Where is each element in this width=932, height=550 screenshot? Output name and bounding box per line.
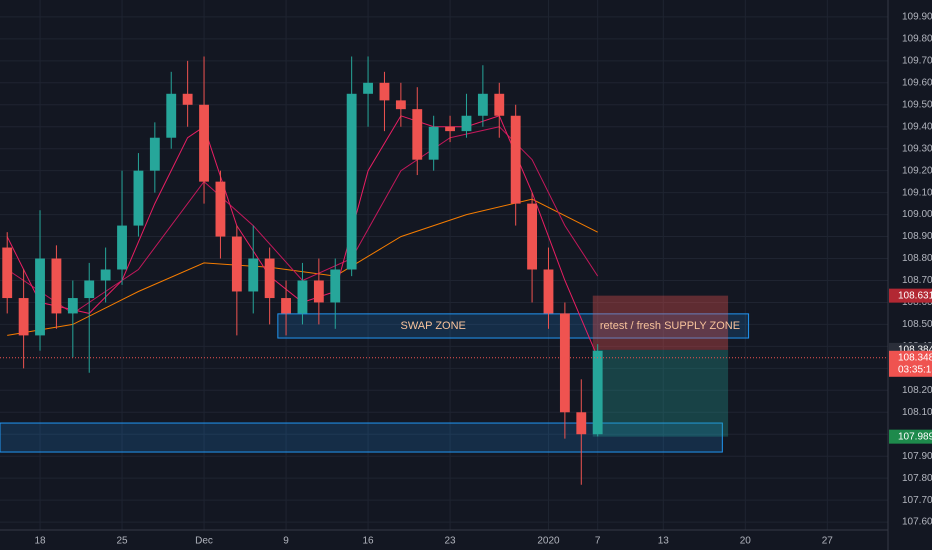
candle-body (445, 126, 455, 132)
candle-body (18, 298, 29, 336)
y-tick-label: 109.500 (902, 99, 932, 110)
y-tick-label: 108.900 (902, 231, 932, 242)
candle-body (313, 280, 324, 303)
candle-body (149, 137, 160, 171)
last-price-badge-label: 108.348 (898, 352, 932, 363)
y-tick-label: 109.400 (902, 121, 932, 132)
candle-body (543, 269, 554, 314)
x-tick-label: 7 (595, 536, 601, 547)
x-tick-label: 18 (34, 536, 46, 547)
x-tick-label: 23 (445, 536, 457, 547)
candle-body (510, 115, 521, 204)
candle-body (67, 298, 78, 314)
candle-body (363, 82, 373, 94)
candle-body (330, 269, 341, 303)
y-tick-label: 108.200 (902, 385, 932, 396)
candle-body (559, 313, 570, 413)
grid (0, 0, 888, 530)
y-tick-label: 108.700 (902, 275, 932, 286)
candle-body (494, 93, 505, 116)
candle-body (84, 280, 95, 299)
y-tick-label: 109.100 (902, 187, 932, 198)
x-tick-label: 2020 (537, 536, 560, 547)
y-tick-label: 109.900 (902, 12, 932, 23)
y-tick-label: 107.900 (902, 451, 932, 462)
plot: SWAP ZONE retest / fresh SUPPLY ZONE (0, 56, 888, 485)
entry-badge-label: 108.384 (898, 345, 932, 356)
stop-badge-label: 108.631 (898, 290, 932, 301)
candle-body (199, 104, 209, 182)
target-badge (889, 429, 932, 444)
target-badge-label: 107.989 (898, 431, 932, 442)
candle-body (297, 280, 308, 314)
candle-body (346, 93, 357, 270)
candle-body (215, 181, 226, 237)
y-tick-label: 109.700 (902, 55, 932, 66)
x-tick-label: 20 (740, 536, 752, 547)
y-tick-label: 107.600 (902, 517, 932, 528)
candle-body (395, 100, 406, 110)
stop-badge (889, 288, 932, 303)
y-tick-label: 109.600 (902, 77, 932, 88)
candle-body (461, 115, 472, 132)
candle-body (231, 236, 242, 292)
y-tick-label: 109.800 (902, 34, 932, 45)
candle-body (428, 126, 439, 160)
candle-body (379, 82, 390, 101)
y-tick-label: 109.000 (902, 209, 932, 220)
y-tick-label: 108.500 (902, 319, 932, 330)
x-tick-label: Dec (195, 536, 213, 547)
x-tick-label: 9 (283, 536, 289, 547)
y-tick-label: 108.800 (902, 253, 932, 264)
candle-body (166, 93, 177, 138)
zone-label: SWAP ZONE (401, 320, 466, 332)
x-tick-label: 27 (822, 536, 834, 547)
zone (277, 313, 750, 339)
y-tick-label: 107.700 (902, 495, 932, 506)
y-tick-label: 107.800 (902, 473, 932, 484)
candle-body (133, 170, 144, 226)
stop-zone (592, 295, 729, 350)
axes: 107.600107.700107.800107.900108.000108.1… (34, 12, 932, 547)
candle-body (51, 258, 62, 314)
candle-body (117, 225, 127, 270)
candle-body (477, 93, 488, 116)
candle-body (2, 247, 13, 299)
candle-body (100, 269, 111, 281)
y-tick-label: 108.100 (902, 407, 932, 418)
y-tick-label: 109.200 (902, 165, 932, 176)
candle-body (527, 203, 537, 270)
candle-body (592, 350, 603, 435)
candle-body (182, 93, 193, 105)
position-label: retest / fresh SUPPLY ZONE (600, 320, 740, 332)
x-tick-label: 16 (362, 536, 374, 547)
candle-body (248, 258, 259, 292)
candle-body (576, 412, 587, 435)
candle-body (35, 258, 45, 336)
candle-body (412, 109, 423, 160)
target-zone (592, 349, 729, 437)
candle-body (281, 298, 291, 314)
last-price-badge (889, 350, 932, 377)
x-tick-label: 13 (658, 536, 670, 547)
countdown: 03:35:15 (898, 364, 932, 375)
y-tick-label: 109.300 (902, 143, 932, 154)
x-tick-label: 25 (116, 536, 128, 547)
candle-body (264, 258, 275, 299)
